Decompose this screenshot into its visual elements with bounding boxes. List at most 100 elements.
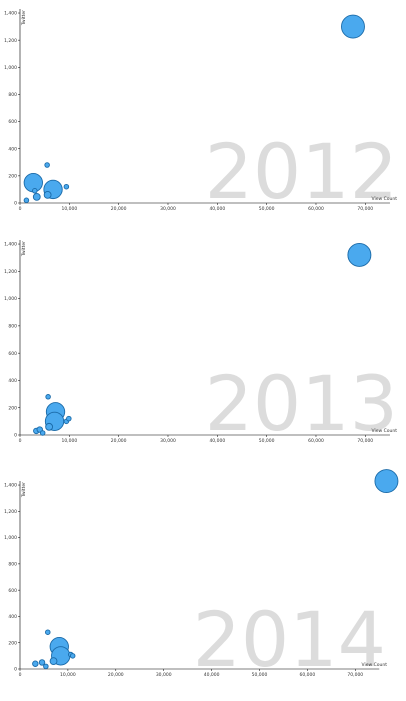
- y-tick-label: 800: [8, 92, 17, 98]
- y-tick-label: 1,000: [4, 535, 17, 541]
- x-tick-label: 20,000: [111, 206, 127, 212]
- x-tick: 20,000: [108, 669, 124, 678]
- x-tick: 60,000: [308, 435, 324, 444]
- y-tick: 1,400: [4, 483, 20, 489]
- data-point: [45, 629, 51, 635]
- y-tick-label: 1,400: [4, 242, 17, 248]
- y-tick-label: 0: [14, 667, 17, 673]
- y-tick: 0: [14, 667, 20, 673]
- x-tick: 50,000: [252, 669, 268, 678]
- y-tick-label: 1,200: [4, 38, 17, 44]
- x-tick: 50,000: [259, 203, 275, 212]
- data-point: [32, 188, 38, 194]
- y-tick-label: 400: [8, 378, 17, 384]
- data-point: [32, 660, 39, 667]
- y-tick: 1,200: [4, 38, 20, 44]
- x-tick: 0: [19, 435, 22, 444]
- y-tick-label: 1,000: [4, 65, 17, 71]
- x-tick-label: 30,000: [156, 672, 172, 678]
- data-point: [23, 197, 30, 204]
- y-tick: 600: [8, 588, 20, 594]
- x-tick: 40,000: [204, 669, 220, 678]
- x-tick: 10,000: [61, 435, 77, 444]
- y-tick: 800: [8, 561, 20, 567]
- x-axis-label: View Count: [372, 428, 398, 434]
- x-tick: 10,000: [61, 203, 77, 212]
- data-point: [66, 415, 72, 422]
- y-tick-label: 600: [8, 351, 17, 357]
- x-tick: 0: [19, 203, 22, 212]
- y-tick: 400: [8, 378, 20, 384]
- x-tick-label: 30,000: [160, 206, 176, 212]
- year-label: 2012: [205, 127, 398, 216]
- y-tick: 400: [8, 146, 20, 152]
- x-tick: 60,000: [300, 669, 315, 678]
- x-tick: 20,000: [111, 435, 127, 444]
- x-tick-label: 70,000: [347, 672, 363, 678]
- y-tick: 600: [8, 119, 20, 125]
- x-tick: 50,000: [259, 435, 275, 444]
- y-tick-label: 1,200: [4, 509, 17, 515]
- x-tick: 30,000: [160, 435, 176, 444]
- data-point: [44, 162, 50, 168]
- y-tick: 800: [8, 92, 20, 98]
- y-tick-label: 800: [8, 323, 17, 329]
- x-tick: 40,000: [209, 435, 225, 444]
- x-tick: 70,000: [357, 203, 373, 212]
- x-tick: 30,000: [156, 669, 172, 678]
- data-point: [38, 659, 46, 666]
- data-point: [43, 190, 52, 199]
- data-point: [45, 422, 54, 431]
- y-tick: 1,400: [4, 11, 20, 17]
- y-tick: 200: [8, 640, 20, 646]
- y-tick: 1,200: [4, 509, 20, 515]
- y-tick: 200: [8, 173, 20, 179]
- x-tick-label: 10,000: [61, 438, 77, 444]
- data-point: [43, 663, 49, 670]
- y-axis-label: Twitter: [21, 482, 27, 498]
- x-tick-label: 70,000: [357, 206, 373, 212]
- x-tick-label: 40,000: [209, 438, 225, 444]
- y-tick: 1,000: [4, 535, 20, 541]
- y-tick: 800: [8, 323, 20, 329]
- y-tick-label: 200: [8, 173, 17, 179]
- x-tick: 0: [19, 669, 22, 678]
- data-point: [32, 192, 41, 201]
- x-axis-label: View Count: [362, 662, 388, 668]
- x-tick-label: 50,000: [259, 206, 275, 212]
- y-tick-label: 1,400: [4, 11, 17, 17]
- y-tick-label: 600: [8, 588, 17, 594]
- x-tick-label: 0: [19, 672, 22, 678]
- x-tick: 10,000: [60, 669, 76, 678]
- x-tick-label: 50,000: [259, 438, 275, 444]
- x-tick: 70,000: [347, 669, 363, 678]
- x-tick-label: 0: [19, 438, 22, 444]
- x-tick-label: 50,000: [252, 672, 268, 678]
- y-tick: 1,000: [4, 65, 20, 71]
- x-tick-label: 40,000: [204, 672, 220, 678]
- y-tick: 0: [14, 433, 20, 439]
- x-axis-label: View Count: [372, 196, 398, 202]
- x-tick-label: 0: [19, 206, 22, 212]
- x-tick: 20,000: [111, 203, 127, 212]
- x-tick-label: 20,000: [111, 438, 127, 444]
- x-tick: 60,000: [308, 203, 324, 212]
- year-label: 2013: [205, 359, 398, 448]
- chart-panel-2012: 2012 0 10,000 20,000 30,000 40,000 50,000 60,00…: [4, 9, 398, 216]
- y-tick-label: 400: [8, 614, 17, 620]
- data-point: [49, 657, 58, 666]
- y-tick-label: 400: [8, 146, 17, 152]
- y-tick-label: 200: [8, 405, 17, 411]
- y-tick-label: 0: [14, 201, 17, 207]
- year-label: 2014: [193, 595, 386, 684]
- y-tick-label: 200: [8, 640, 17, 646]
- y-tick: 0: [14, 201, 20, 207]
- x-tick-label: 60,000: [308, 206, 324, 212]
- x-tick-label: 40,000: [209, 206, 225, 212]
- y-tick-label: 0: [14, 433, 17, 439]
- data-point: [374, 469, 399, 494]
- y-tick: 400: [8, 614, 20, 620]
- data-point: [39, 430, 46, 436]
- x-tick-label: 20,000: [108, 672, 124, 678]
- y-tick: 600: [8, 351, 20, 357]
